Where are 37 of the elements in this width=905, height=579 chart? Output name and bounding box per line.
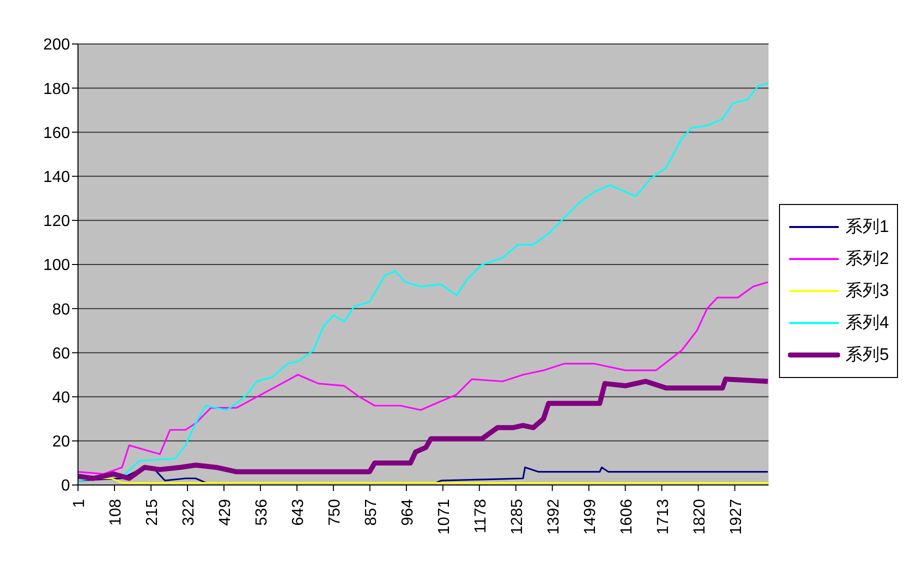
legend-label: 系列1 (846, 216, 889, 238)
x-tick-label: 536 (253, 498, 270, 526)
line-series (78, 82, 769, 482)
x-tick-label: 857 (362, 498, 380, 526)
x-tick-label: 1285 (508, 498, 526, 535)
x-tick-label: 1392 (545, 498, 562, 535)
legend-label: 系列2 (846, 248, 889, 270)
x-tick-label: 1606 (618, 498, 636, 535)
y-tick-label: 60 (52, 345, 70, 362)
x-tick-label: 1713 (654, 498, 672, 535)
y-tick-label: 180 (43, 80, 70, 98)
y-tick-label: 80 (52, 301, 70, 318)
x-tick-label: 1499 (582, 498, 599, 535)
y-tick-label: 160 (43, 124, 70, 142)
y-tick-label: 0 (61, 478, 70, 495)
x-tick-label: 322 (180, 498, 198, 526)
x-tick-label: 643 (290, 498, 307, 526)
y-tick-label: 20 (52, 434, 70, 451)
legend-label: 系列4 (846, 312, 889, 334)
x-tick-label: 1927 (728, 498, 745, 535)
y-tick-label: 140 (43, 168, 70, 186)
y-tick-label: 40 (52, 389, 70, 406)
line-series (78, 281, 769, 475)
x-tick-label: 108 (107, 498, 124, 526)
x-tick-label: 1 (71, 498, 88, 508)
x-tick-label: 1820 (691, 498, 708, 535)
x-tick-label: 1178 (472, 498, 490, 534)
x-tick-label: 1071 (436, 498, 453, 535)
x-tick-label: 964 (399, 498, 416, 526)
legend-label: 系列3 (846, 280, 889, 302)
x-tick-label: 429 (216, 498, 234, 526)
y-tick-label: 120 (43, 213, 70, 230)
x-tick-label: 215 (144, 498, 161, 526)
y-tick-label: 200 (43, 36, 70, 54)
y-tick-label: 100 (43, 257, 70, 274)
x-tick-label: 750 (326, 498, 344, 526)
legend-label: 系列5 (846, 344, 889, 366)
